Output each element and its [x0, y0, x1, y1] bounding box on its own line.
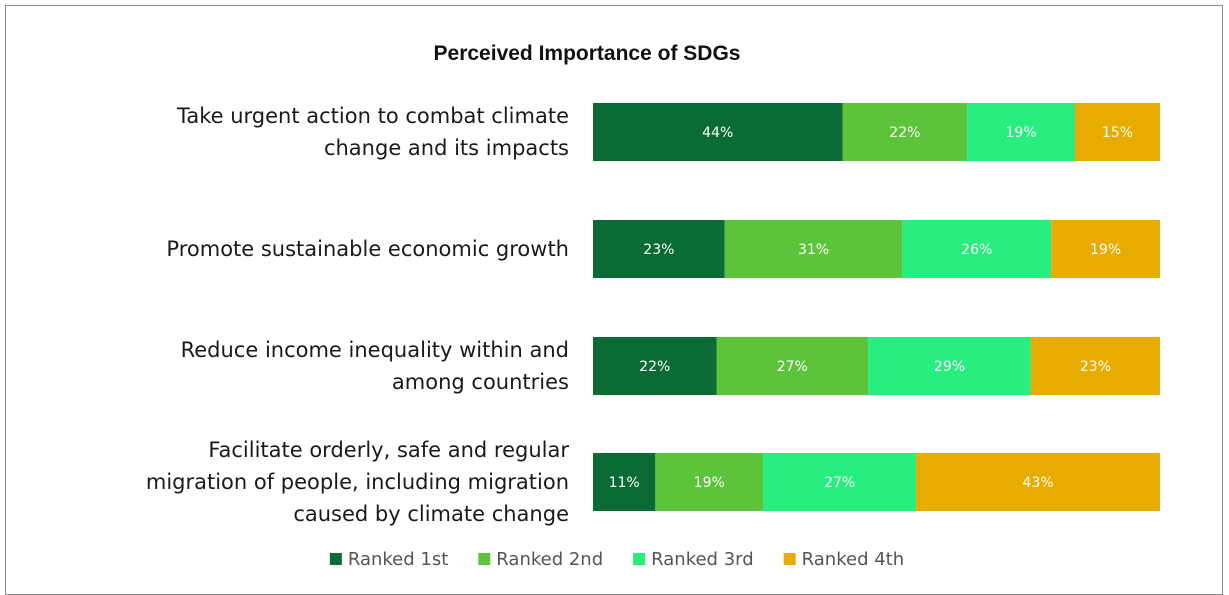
bar-value-label: 23%: [1080, 359, 1111, 375]
bars: [593, 103, 1160, 511]
bar-segment: [1074, 103, 1160, 161]
category-labels: Take urgent action to combat climate chan…: [146, 104, 569, 526]
bar-segment: [902, 220, 1052, 278]
category-label: caused by climate change: [293, 502, 569, 526]
category-label: among countries: [392, 370, 569, 394]
bar-value-label: 27%: [777, 359, 808, 375]
bar-segment: [593, 337, 717, 395]
bar-segment: [593, 103, 843, 161]
legend: Ranked 1st Ranked 2nd Ranked 3rd Ranked 4th: [329, 549, 904, 570]
bar-value-label: 11%: [609, 475, 640, 491]
bar-segment: [724, 220, 903, 278]
legend-swatch: [478, 553, 491, 565]
bar-value-label: 19%: [1090, 242, 1121, 258]
category-label: Reduce income inequality within and: [181, 338, 569, 362]
category-label: change and its impacts: [324, 136, 569, 160]
legend-swatch: [633, 553, 646, 565]
bar-value-label: 26%: [961, 242, 992, 258]
bar-segment: [842, 103, 968, 161]
legend-item: Ranked 2nd: [478, 549, 603, 570]
bar-value-label: 23%: [643, 242, 674, 258]
bar-segment: [967, 103, 1075, 161]
bar-value-label: 22%: [889, 125, 920, 141]
category-label: migration of people, including migration: [146, 470, 569, 494]
legend-label: Ranked 2nd: [496, 549, 603, 570]
bar-value-label: 22%: [639, 359, 670, 375]
legend-label: Ranked 3rd: [651, 549, 754, 570]
bar-segment: [593, 453, 656, 511]
bar-segment: [593, 220, 725, 278]
legend-item: Ranked 1st: [329, 549, 448, 570]
bar-value-label: 27%: [824, 475, 855, 491]
bar-segment: [1030, 337, 1160, 395]
legend-label: Ranked 1st: [348, 549, 448, 570]
chart-title: Perceived Importance of SDGs: [434, 42, 741, 65]
legend-swatch: [783, 553, 796, 565]
bar-value-label: 19%: [694, 475, 725, 491]
bar-segment: [868, 337, 1031, 395]
bar-value-label: 29%: [934, 359, 965, 375]
category-label: Promote sustainable economic growth: [166, 237, 569, 261]
bar-value-label: 44%: [702, 125, 733, 141]
category-label: Facilitate orderly, safe and regular: [208, 438, 569, 462]
bar-segment: [763, 453, 917, 511]
bar-segment: [916, 453, 1160, 511]
legend-swatch: [329, 553, 342, 565]
bar-value-label: 19%: [1006, 125, 1037, 141]
bar-value-label: 15%: [1102, 125, 1133, 141]
bar-segment: [716, 337, 869, 395]
bar-segment: [1051, 220, 1160, 278]
bar-segment: [655, 453, 764, 511]
category-label: Take urgent action to combat climate: [176, 104, 569, 128]
legend-item: Ranked 4th: [783, 549, 904, 570]
legend-item: Ranked 3rd: [633, 549, 754, 570]
bar-value-label: 43%: [1023, 475, 1054, 491]
bar-labels: 44% 22% 19% 15% 23% 31% 26% 19% 22% 27% 29% 23% 11% 1…: [609, 125, 1133, 491]
bar-value-label: 31%: [798, 242, 829, 258]
legend-label: Ranked 4th: [802, 549, 904, 570]
